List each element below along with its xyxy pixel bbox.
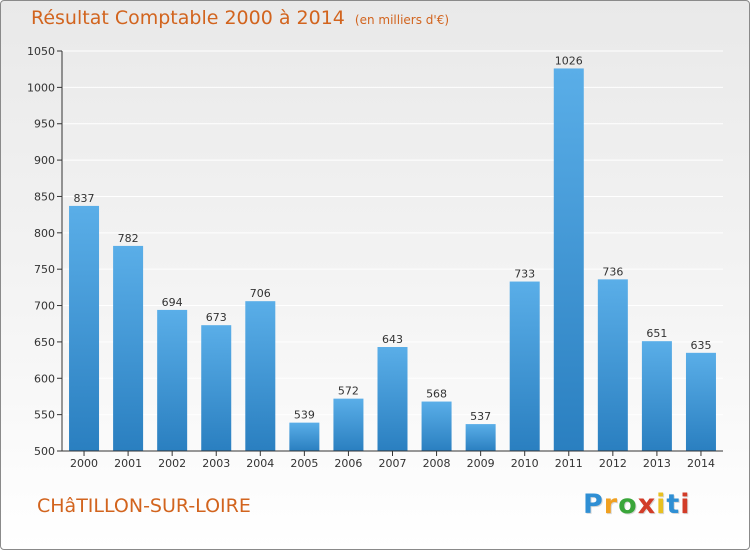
bar-2012 xyxy=(597,279,628,451)
x-tick-label-2010: 2010 xyxy=(511,457,539,470)
bar-2014 xyxy=(685,352,716,451)
data-label-2013: 651 xyxy=(646,327,667,340)
bar-2011 xyxy=(553,68,584,452)
y-tick-label-600: 600 xyxy=(34,372,55,385)
bar-2010 xyxy=(509,281,540,451)
y-tick-label-500: 500 xyxy=(34,445,55,458)
bar-2007 xyxy=(377,347,408,451)
x-tick-label-2007: 2007 xyxy=(379,457,407,470)
data-label-2004: 706 xyxy=(250,287,271,300)
data-label-2012: 736 xyxy=(602,265,623,278)
y-tick-label-900: 900 xyxy=(34,154,55,167)
logo-letter: P xyxy=(583,489,604,520)
data-label-2006: 572 xyxy=(338,385,359,398)
x-tick-label-2001: 2001 xyxy=(114,457,142,470)
x-tick-label-2008: 2008 xyxy=(423,457,451,470)
data-label-2009: 537 xyxy=(470,410,491,423)
bar-2013 xyxy=(641,341,672,451)
logo-letter: x xyxy=(637,489,657,520)
data-label-2010: 733 xyxy=(514,268,535,281)
bar-2003 xyxy=(201,325,232,451)
logo-letter: t xyxy=(666,489,681,520)
axis-layer xyxy=(57,50,723,456)
bar-2000 xyxy=(69,205,100,451)
y-tick-label-550: 550 xyxy=(34,409,55,422)
data-label-2007: 643 xyxy=(382,333,403,346)
data-label-2008: 568 xyxy=(426,388,447,401)
x-tick-label-2006: 2006 xyxy=(334,457,362,470)
y-tick-label-850: 850 xyxy=(34,190,55,203)
data-label-2000: 837 xyxy=(74,192,95,205)
bar-2001 xyxy=(113,245,144,451)
x-tick-label-2009: 2009 xyxy=(467,457,495,470)
data-label-2014: 635 xyxy=(690,339,711,352)
y-tick-label-750: 750 xyxy=(34,263,55,276)
y-tick-label-700: 700 xyxy=(34,300,55,313)
chart-unit: (en milliers d'€) xyxy=(354,13,450,27)
x-tick-label-2003: 2003 xyxy=(202,457,230,470)
data-label-2002: 694 xyxy=(162,296,183,309)
x-tick-label-2002: 2002 xyxy=(158,457,186,470)
x-tick-label-2004: 2004 xyxy=(246,457,274,470)
x-tick-label-2000: 2000 xyxy=(70,457,98,470)
x-tick-label-2011: 2011 xyxy=(555,457,583,470)
bar-2002 xyxy=(157,309,188,451)
logo-letter: r xyxy=(603,489,619,520)
label-layer: 500 550 600 650 700 750 800 850 900 950 1000 1050 83… xyxy=(27,45,715,470)
bar-layer xyxy=(69,68,716,452)
logo-letter: o xyxy=(618,489,638,520)
place-name: CHâTILLON-SUR-LOIRE xyxy=(37,495,251,517)
y-tick-label-1050: 1050 xyxy=(27,45,55,58)
proxiti-logo: Proxiti xyxy=(583,489,691,520)
bar-2008 xyxy=(421,401,452,451)
x-tick-label-2014: 2014 xyxy=(687,457,715,470)
data-label-2001: 782 xyxy=(118,232,139,245)
bar-2006 xyxy=(333,398,364,451)
data-label-2011: 1026 xyxy=(555,54,583,67)
bar-2009 xyxy=(465,424,496,451)
y-tick-label-800: 800 xyxy=(34,227,55,240)
x-tick-label-2005: 2005 xyxy=(290,457,318,470)
logo-letter: i xyxy=(656,489,667,520)
data-label-2005: 539 xyxy=(294,409,315,422)
chart-title: Résultat Comptable 2000 à 2014 (en millie… xyxy=(31,7,449,29)
data-label-2003: 673 xyxy=(206,311,227,324)
logo-letter: i xyxy=(680,489,691,520)
bar-2005 xyxy=(289,422,320,451)
y-tick-label-1000: 1000 xyxy=(27,81,55,94)
x-tick-label-2013: 2013 xyxy=(643,457,671,470)
bar-2004 xyxy=(245,301,276,451)
chart-title-text: Résultat Comptable 2000 à 2014 xyxy=(31,7,345,29)
y-tick-label-950: 950 xyxy=(34,118,55,131)
y-tick-label-650: 650 xyxy=(34,336,55,349)
x-tick-label-2012: 2012 xyxy=(599,457,627,470)
